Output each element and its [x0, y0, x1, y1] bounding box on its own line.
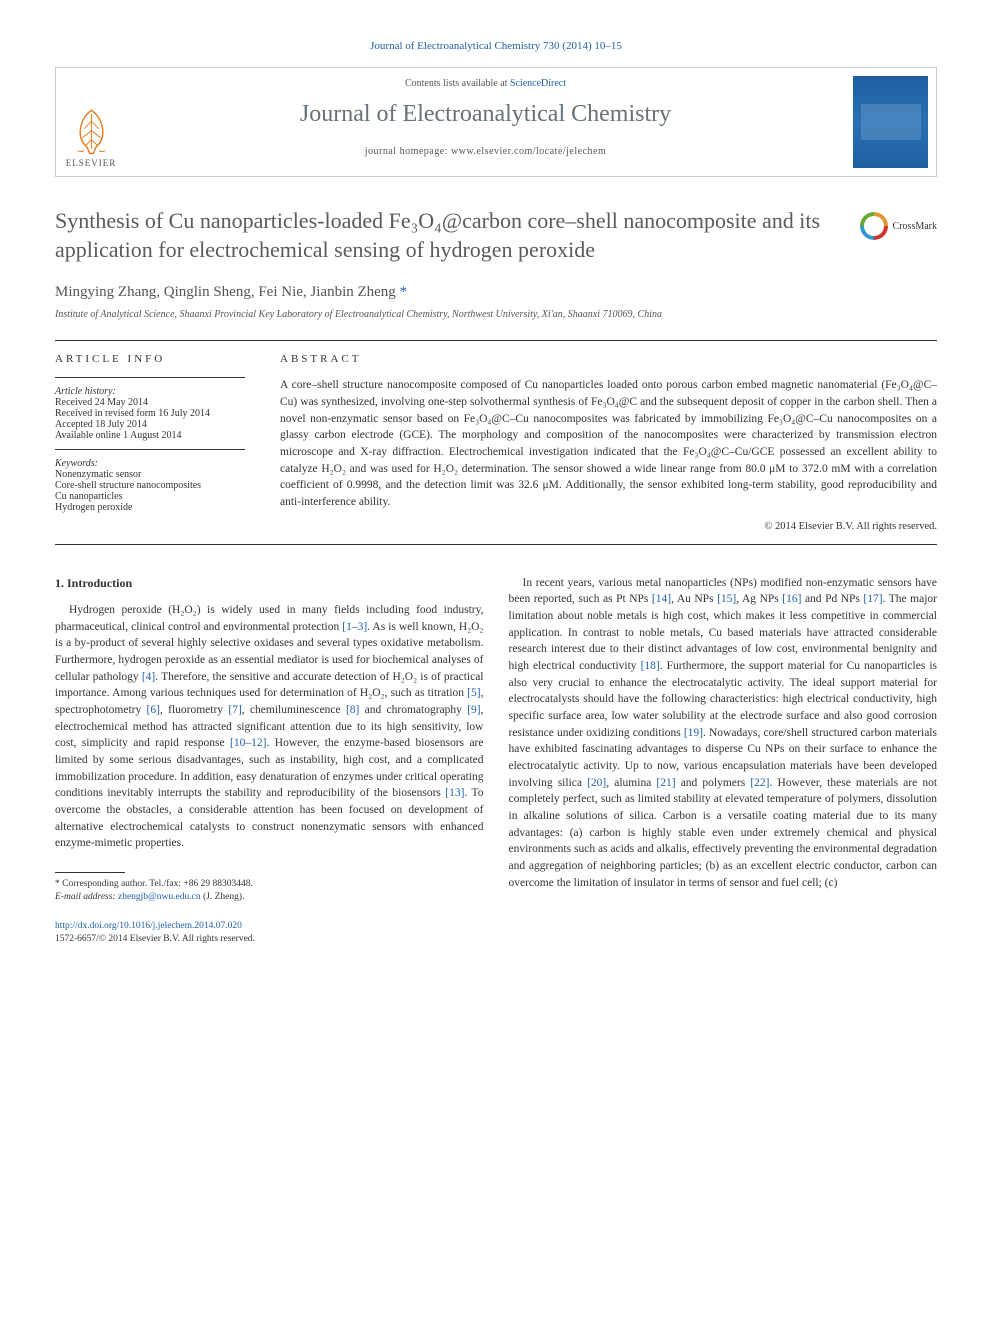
article-info-block: ARTICLE INFO Article history: Received 2…	[55, 341, 245, 543]
citation-ref[interactable]: [16]	[782, 593, 801, 605]
citation-ref[interactable]: [1–3]	[342, 621, 367, 633]
doi-link[interactable]: http://dx.doi.org/10.1016/j.jelechem.201…	[55, 921, 242, 931]
citation-ref[interactable]: [17]	[863, 593, 882, 605]
homepage-prefix: journal homepage:	[365, 146, 451, 157]
footer-doi-block: http://dx.doi.org/10.1016/j.jelechem.201…	[55, 920, 484, 948]
keywords-label: Keywords:	[55, 458, 245, 469]
section-heading-intro: 1. Introduction	[55, 575, 484, 592]
citation-ref[interactable]: [19]	[684, 727, 703, 739]
citation-ref[interactable]: [8]	[346, 704, 359, 716]
crossmark-icon	[860, 212, 888, 240]
history-online: Available online 1 August 2014	[55, 430, 245, 441]
homepage-url[interactable]: www.elsevier.com/locate/jelechem	[451, 146, 606, 157]
email-footnote: E-mail address: zhengjb@nwu.edu.cn (J. Z…	[55, 891, 484, 904]
article-info-heading: ARTICLE INFO	[55, 353, 245, 365]
affiliation: Institute of Analytical Science, Shaanxi…	[55, 309, 937, 320]
elsevier-logo: ELSEVIER	[56, 68, 126, 176]
contents-prefix: Contents lists available at	[405, 78, 510, 89]
citation-ref[interactable]: [21]	[656, 777, 675, 789]
citation-ref[interactable]: [6]	[147, 704, 160, 716]
intro-paragraph-1: Hydrogen peroxide (H₂O₂) is widely used …	[55, 602, 484, 852]
elsevier-tree-icon	[64, 103, 119, 158]
email-label: E-mail address:	[55, 892, 118, 902]
keyword: Hydrogen peroxide	[55, 502, 245, 513]
email-link[interactable]: zhengjb@nwu.edu.cn	[118, 892, 201, 902]
journal-banner: ELSEVIER Contents lists available at Sci…	[55, 67, 937, 177]
journal-homepage: journal homepage: www.elsevier.com/locat…	[136, 146, 835, 157]
body-column-left: 1. Introduction Hydrogen peroxide (H₂O₂)…	[55, 575, 484, 948]
citation-ref[interactable]: [15]	[717, 593, 736, 605]
keyword: Nonenzymatic sensor	[55, 469, 245, 480]
crossmark-label: CrossMark	[893, 221, 937, 232]
author-names: Mingying Zhang, Qinglin Sheng, Fei Nie, …	[55, 284, 396, 300]
history-accepted: Accepted 18 July 2014	[55, 419, 245, 430]
keyword: Cu nanoparticles	[55, 491, 245, 502]
authors-line: Mingying Zhang, Qinglin Sheng, Fei Nie, …	[55, 284, 937, 301]
body-column-right: In recent years, various metal nanoparti…	[509, 575, 938, 948]
journal-cover-thumbnail	[853, 76, 928, 168]
history-label: Article history:	[55, 386, 245, 397]
footnote-separator	[55, 872, 125, 873]
history-revised: Received in revised form 16 July 2014	[55, 408, 245, 419]
citation-ref[interactable]: [20]	[587, 777, 606, 789]
abstract-heading: ABSTRACT	[280, 353, 937, 365]
sciencedirect-link[interactable]: ScienceDirect	[510, 78, 566, 89]
citation-ref[interactable]: [9]	[467, 704, 480, 716]
corresponding-marker: *	[400, 284, 408, 300]
citation-ref[interactable]: [18]	[641, 660, 660, 672]
article-title: Synthesis of Cu nanoparticles-loaded Fe₃…	[55, 207, 937, 264]
journal-name: Journal of Electroanalytical Chemistry	[136, 101, 835, 128]
citation-ref[interactable]: [14]	[652, 593, 671, 605]
banner-center: Contents lists available at ScienceDirec…	[126, 68, 845, 176]
header-citation: Journal of Electroanalytical Chemistry 7…	[55, 40, 937, 52]
email-suffix: (J. Zheng).	[201, 892, 245, 902]
intro-paragraph-2: In recent years, various metal nanoparti…	[509, 575, 938, 892]
corresponding-footnote: * Corresponding author. Tel./fax: +86 29…	[55, 878, 484, 891]
citation-ref[interactable]: [22]	[750, 777, 769, 789]
citation-ref[interactable]: [10–12]	[230, 737, 266, 749]
elsevier-logo-text: ELSEVIER	[66, 158, 117, 168]
issn-copyright: 1572-6657/© 2014 Elsevier B.V. All right…	[55, 934, 255, 944]
abstract-text: A core–shell structure nanocomposite com…	[280, 377, 937, 510]
citation-ref[interactable]: [13]	[445, 787, 464, 799]
keyword: Core-shell structure nanocomposites	[55, 480, 245, 491]
citation-ref[interactable]: [7]	[228, 704, 241, 716]
history-received: Received 24 May 2014	[55, 397, 245, 408]
citation-ref[interactable]: [4]	[142, 671, 155, 683]
abstract-copyright: © 2014 Elsevier B.V. All rights reserved…	[280, 521, 937, 532]
contents-available: Contents lists available at ScienceDirec…	[136, 78, 835, 89]
citation-ref[interactable]: [5]	[467, 687, 480, 699]
abstract-block: ABSTRACT A core–shell structure nanocomp…	[280, 341, 937, 543]
crossmark-badge[interactable]: CrossMark	[860, 212, 937, 240]
